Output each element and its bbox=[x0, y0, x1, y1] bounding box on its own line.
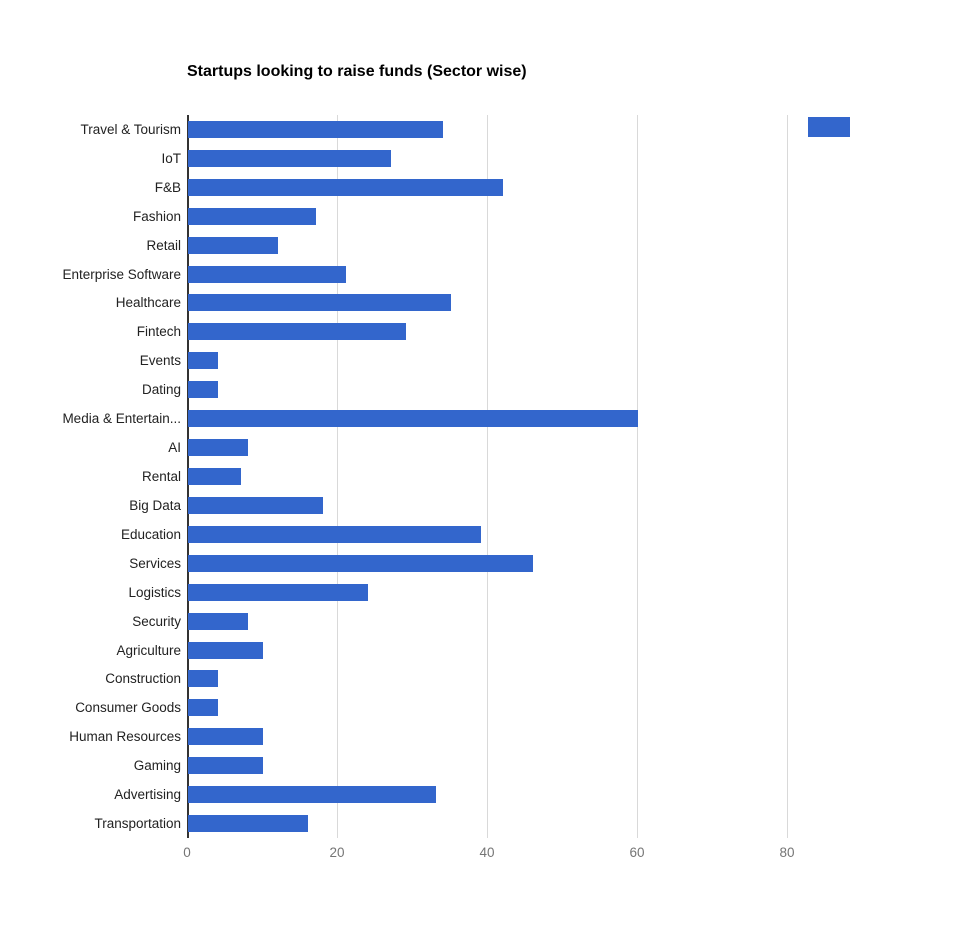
bar[interactable] bbox=[188, 120, 443, 138]
bar-row: Agriculture bbox=[0, 636, 975, 665]
category-label: F&B bbox=[154, 179, 181, 195]
gridline-40 bbox=[487, 115, 488, 838]
category-label: Agriculture bbox=[116, 642, 181, 658]
category-label: Fintech bbox=[136, 324, 181, 340]
bar[interactable] bbox=[188, 265, 346, 283]
bar[interactable] bbox=[188, 728, 263, 746]
gridline-20 bbox=[337, 115, 338, 838]
category-label: Dating bbox=[141, 382, 181, 398]
bar-row: Logistics bbox=[0, 578, 975, 607]
gridline-80 bbox=[787, 115, 788, 838]
x-tick-label: 80 bbox=[779, 845, 795, 860]
bar[interactable] bbox=[188, 786, 436, 804]
category-label: Security bbox=[132, 613, 181, 629]
category-label: Human Resources bbox=[69, 729, 181, 745]
x-tick-label: 20 bbox=[329, 845, 345, 860]
bar-row: IoT bbox=[0, 144, 975, 173]
bar[interactable] bbox=[188, 583, 368, 601]
x-tick-label: 40 bbox=[479, 845, 495, 860]
plot-area: Travel & Tourism IoT F&B Fashion Retail Enter… bbox=[0, 115, 975, 838]
category-label: Education bbox=[120, 526, 181, 542]
bar[interactable] bbox=[188, 439, 248, 457]
bar[interactable] bbox=[188, 815, 308, 833]
bar-row: Travel & Tourism bbox=[0, 115, 975, 144]
bar-row: Gaming bbox=[0, 751, 975, 780]
category-label: Events bbox=[139, 353, 181, 369]
x-axis: 0 20 40 60 80 bbox=[0, 845, 975, 865]
category-label: Fashion bbox=[132, 208, 181, 224]
bar-row: Retail bbox=[0, 231, 975, 260]
bar-row: Human Resources bbox=[0, 722, 975, 751]
category-label: Construction bbox=[105, 671, 181, 687]
category-label: Transportation bbox=[94, 816, 181, 832]
bar[interactable] bbox=[188, 554, 533, 572]
category-label: Enterprise Software bbox=[62, 266, 181, 282]
category-label: Gaming bbox=[133, 758, 181, 774]
bar[interactable] bbox=[188, 381, 218, 399]
bar[interactable] bbox=[188, 149, 391, 167]
bar-row: Consumer Goods bbox=[0, 693, 975, 722]
category-label: Consumer Goods bbox=[75, 700, 181, 716]
bar[interactable] bbox=[188, 236, 278, 254]
bar[interactable] bbox=[188, 612, 248, 630]
gridline-60 bbox=[637, 115, 638, 838]
bar-row: Media & Entertain... bbox=[0, 404, 975, 433]
category-label: Rental bbox=[141, 469, 181, 485]
category-label: Media & Entertain... bbox=[62, 411, 181, 427]
bar[interactable] bbox=[188, 178, 503, 196]
category-label: Travel & Tourism bbox=[80, 121, 181, 137]
category-label: Big Data bbox=[129, 497, 181, 513]
bar-row: Enterprise Software bbox=[0, 260, 975, 289]
category-label: Retail bbox=[146, 237, 181, 253]
bar[interactable] bbox=[188, 352, 218, 370]
legend-swatch bbox=[808, 117, 850, 137]
bar-row: Fashion bbox=[0, 202, 975, 231]
bar-row: Rental bbox=[0, 462, 975, 491]
bar-row: Construction bbox=[0, 665, 975, 694]
bar[interactable] bbox=[188, 207, 316, 225]
bar[interactable] bbox=[188, 699, 218, 717]
bar[interactable] bbox=[188, 641, 263, 659]
category-label: Advertising bbox=[114, 787, 181, 803]
bar-row: Fintech bbox=[0, 317, 975, 346]
bar-row: Transportation bbox=[0, 809, 975, 838]
category-label: IoT bbox=[161, 150, 181, 166]
bar-row: Education bbox=[0, 520, 975, 549]
category-label: AI bbox=[168, 440, 181, 456]
bar[interactable] bbox=[188, 525, 481, 543]
bar-row: Events bbox=[0, 346, 975, 375]
bar-row: AI bbox=[0, 433, 975, 462]
chart-title: Startups looking to raise funds (Sector … bbox=[187, 63, 527, 80]
bar[interactable] bbox=[188, 468, 241, 486]
bar[interactable] bbox=[188, 670, 218, 688]
category-label: Services bbox=[129, 555, 181, 571]
bar[interactable] bbox=[188, 323, 406, 341]
bar-row: Services bbox=[0, 549, 975, 578]
bar-rows: Travel & Tourism IoT F&B Fashion Retail Enter… bbox=[0, 115, 975, 838]
bar[interactable] bbox=[188, 410, 638, 428]
bar-row: Advertising bbox=[0, 780, 975, 809]
bar-row: Healthcare bbox=[0, 289, 975, 318]
bar-row: Security bbox=[0, 607, 975, 636]
bar[interactable] bbox=[188, 294, 451, 312]
category-label: Healthcare bbox=[115, 295, 181, 311]
bar[interactable] bbox=[188, 496, 323, 514]
category-label: Logistics bbox=[128, 584, 181, 600]
bar-row: Dating bbox=[0, 375, 975, 404]
bar-row: Big Data bbox=[0, 491, 975, 520]
bar[interactable] bbox=[188, 757, 263, 775]
bar-row: F&B bbox=[0, 173, 975, 202]
x-tick-label: 60 bbox=[629, 845, 645, 860]
x-tick-label: 0 bbox=[183, 845, 191, 860]
